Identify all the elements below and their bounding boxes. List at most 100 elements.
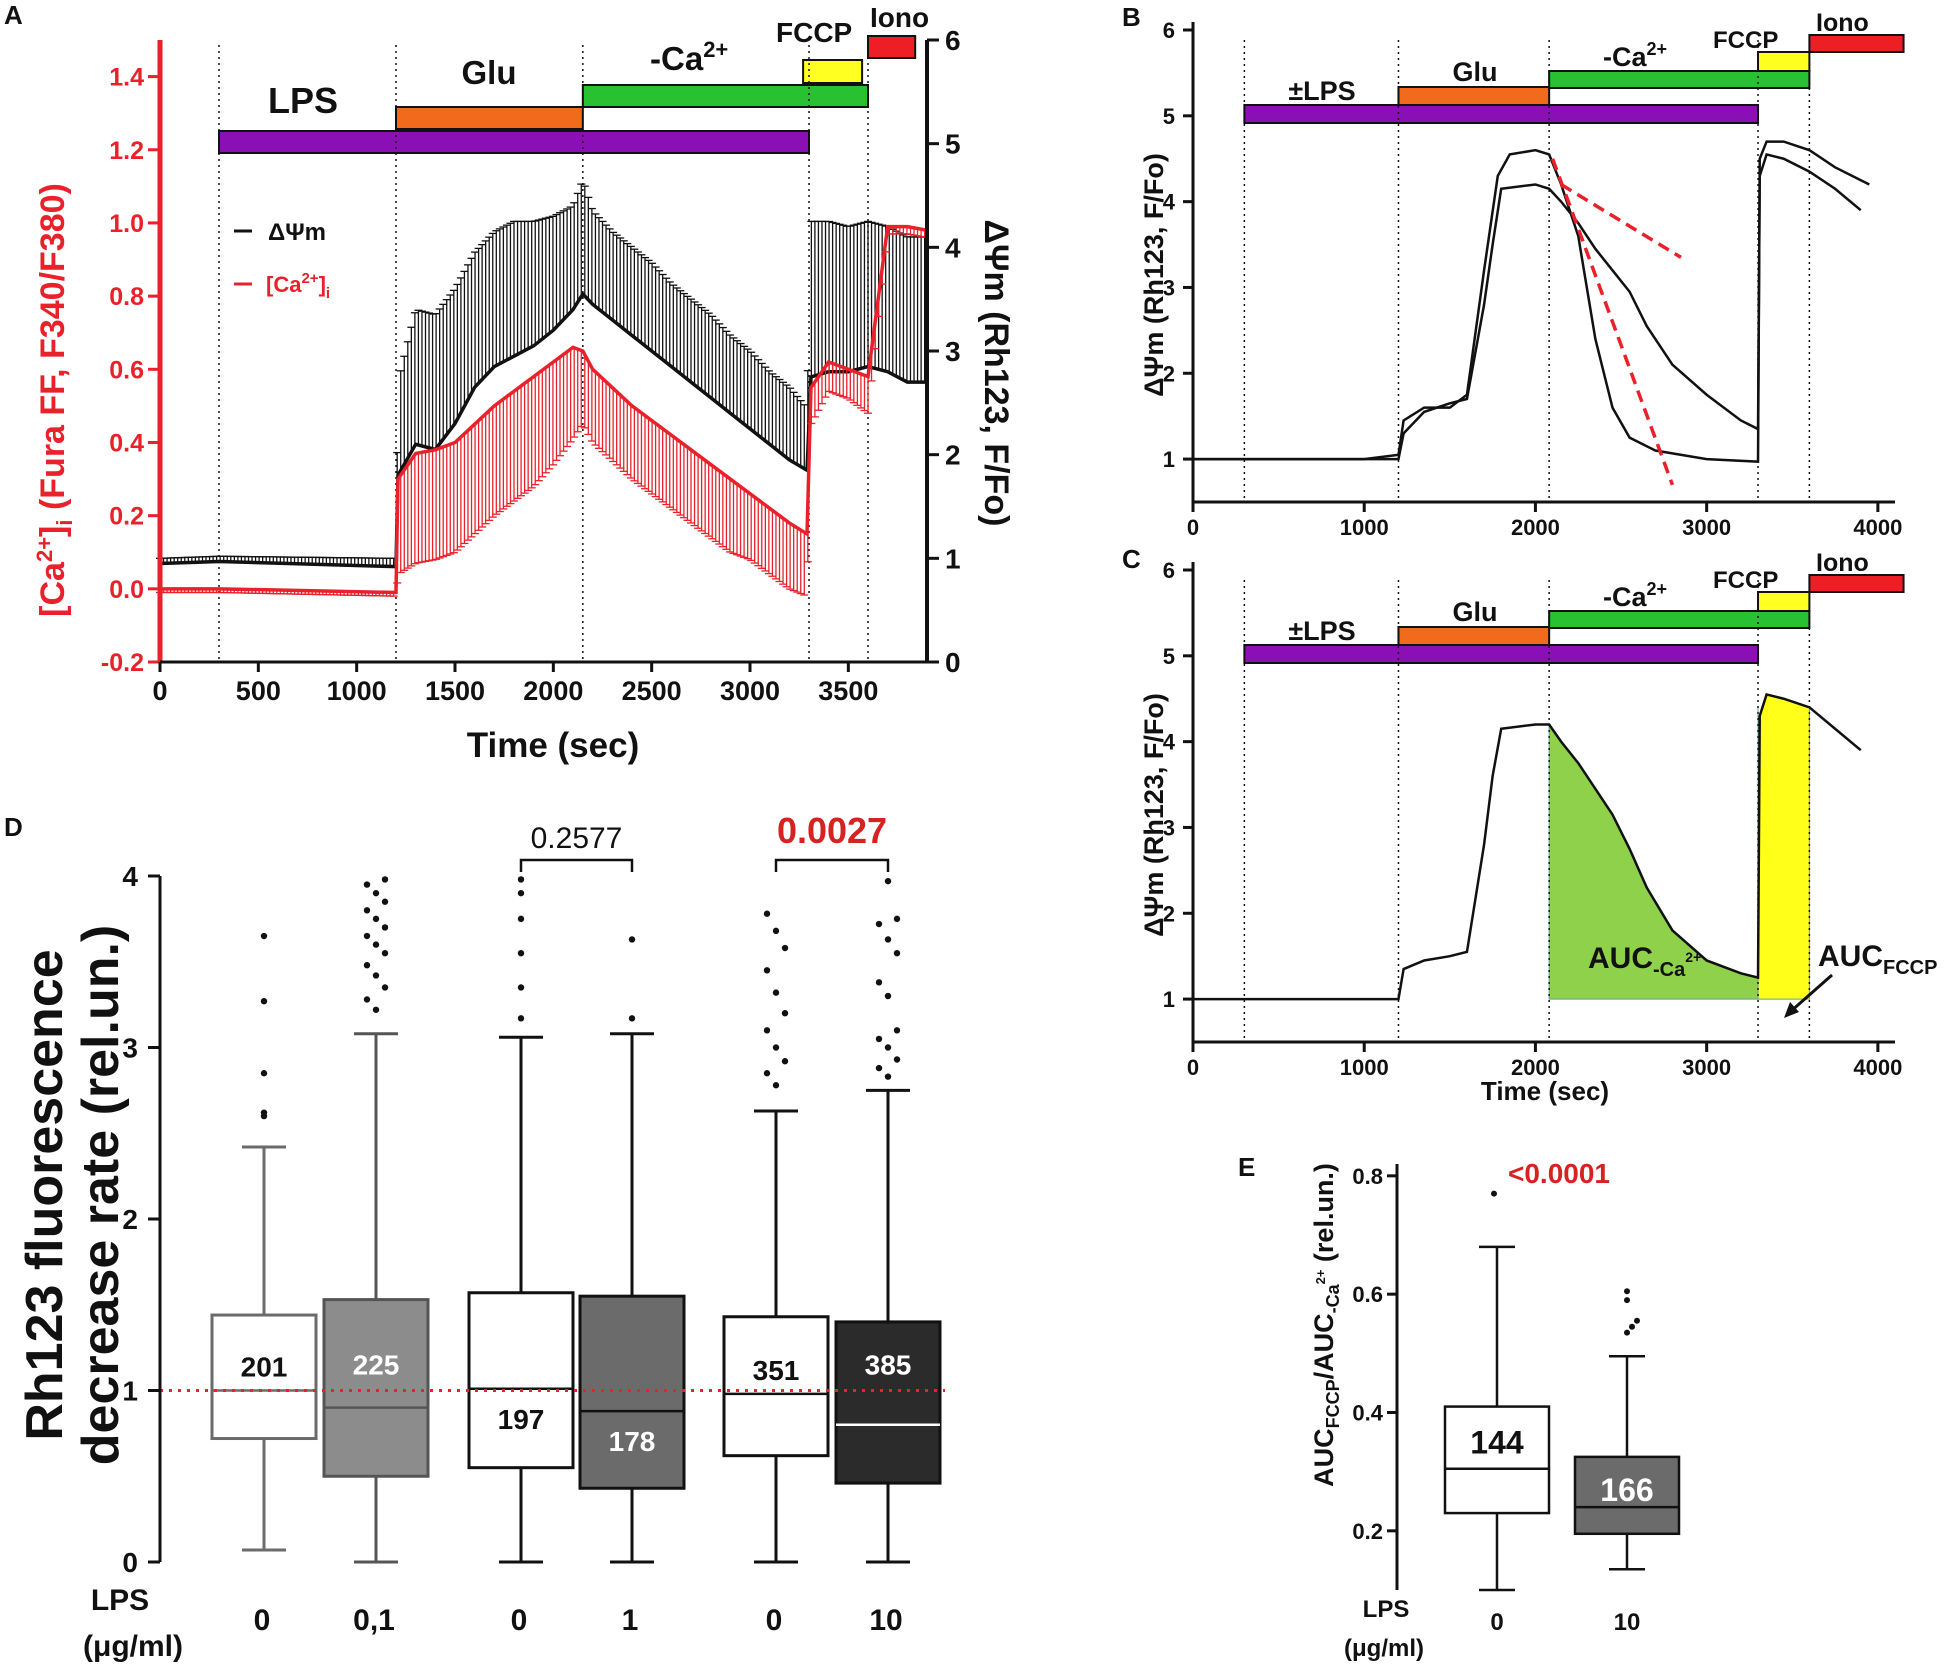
panel-a-left-tick-label: 1.2: [109, 137, 144, 165]
panel-a-right-tick-label: 5: [945, 129, 961, 160]
c-area-auc-ca: [1548, 707, 1759, 1000]
panel-d-outlier: [772, 1082, 780, 1089]
panel-e-x-tick-label: 10: [1614, 1609, 1641, 1636]
b-bar-glu: [1397, 86, 1551, 106]
panel-d-outlier: [781, 1058, 789, 1065]
c-bar-label-ca: -Ca2+: [1603, 579, 1667, 612]
panel-e-axes: 0.2 0.4 0.6 0.8: [1352, 1164, 1399, 1590]
panel-c: C ±LPS Glu -Ca2+ FCCP Iono 1 2 3 4 5 6 0 1000 2000 30…: [1122, 544, 1937, 1106]
c-x-tick-label: 2000: [1511, 1055, 1560, 1080]
panel-b: B ±LPS Glu -Ca2+ FCCP Iono 1 2 3 4 5 6 0 1000 2000 30…: [1122, 2, 1905, 540]
b-bar-label-ca: -Ca2+: [1603, 39, 1667, 72]
c-bar-fccp: [1757, 591, 1811, 612]
legend-label-dpsi: ΔΨm: [268, 219, 326, 246]
panel-a-left-tick-label: 0.0: [109, 576, 144, 604]
panel-a-x-tick-label: 3500: [818, 676, 878, 706]
panel-d-outlier: [884, 936, 892, 943]
panel-d-outlier: [372, 972, 380, 979]
panel-d-outlier: [372, 941, 380, 948]
panel-d-outlier: [884, 877, 892, 885]
b-y-tick-label: 3: [1163, 275, 1175, 300]
panel-b-axes: 1 2 3 4 5 6 0 1000 2000 3000 4000: [1163, 18, 1903, 540]
b-series-trace: [1193, 152, 1862, 461]
panel-d-comparison-p-value: 0.0027: [777, 810, 887, 851]
c-area-auc-fccp: [1757, 693, 1810, 1000]
panel-c-treatment-bars: ±LPS Glu -Ca2+ FCCP Iono: [1243, 549, 1905, 664]
b-x-tick-label: 2000: [1511, 515, 1560, 540]
panel-d-outlier: [875, 979, 883, 986]
panel-d-outlier: [260, 932, 268, 940]
b-y-tick-label: 4: [1163, 190, 1176, 215]
panel-d-outlier: [763, 1070, 771, 1077]
panel-a-series: [156, 183, 929, 597]
panel-d-outlier: [875, 1035, 883, 1043]
panel-d-outlier: [381, 949, 389, 957]
b-bar-ca: [1548, 70, 1811, 89]
panel-d-outlier: [517, 876, 525, 883]
panel-a-left-tick-label: 1.4: [109, 64, 144, 92]
panel-d-x-tick-label: 0: [254, 1604, 271, 1637]
b-y-tick-label: 2: [1163, 361, 1175, 386]
panel-a-x-tick-label: 2500: [622, 676, 682, 706]
panel-c-axes: 1 2 3 4 5 6 0 1000 2000 3000 4000: [1163, 558, 1903, 1080]
c-y-tick-label: 5: [1163, 644, 1175, 669]
panel-e-y-tick-label: 0.6: [1352, 1282, 1383, 1307]
panel-d-x-tick-label: 0: [511, 1604, 528, 1637]
panel-e-outlier: [1624, 1288, 1630, 1295]
c-y-tick-label: 3: [1163, 815, 1175, 840]
panel-d-y-tick-label: 3: [122, 1033, 138, 1064]
panel-d-outlier: [260, 997, 268, 1005]
panel-d-x-tick-label: 1: [622, 1604, 639, 1637]
panel-d-outlier: [763, 910, 771, 917]
panel-a-bar-fccp: [802, 59, 864, 84]
panel-d-n-label: 197: [498, 1404, 545, 1435]
c-bar-label-iono: Iono: [1816, 549, 1869, 577]
panel-d-outlier: [772, 927, 780, 935]
panel-d-outlier: [884, 1044, 892, 1051]
panel-a-x-tick-label: 1000: [327, 676, 387, 706]
panel-e-outlier: [1634, 1317, 1640, 1324]
panel-b-label: B: [1122, 2, 1141, 32]
panel-e-outlier: [1629, 1323, 1635, 1330]
panel-a-bar-label-ca: -Ca2+: [650, 37, 728, 77]
b-bar-label-fccp: FCCP: [1713, 27, 1778, 54]
panel-e-x-tick-label: 0: [1490, 1609, 1503, 1636]
panel-d-y-axis-title-line2: decrease rate (rel.un.): [72, 925, 130, 1465]
b-y-tick-label: 6: [1163, 18, 1175, 43]
c-bar-ca: [1548, 610, 1811, 629]
panel-d-outlier: [893, 1027, 901, 1034]
panel-e: E 144 0 166 10 0.2 0.4 0.6 0.8 AUCFCCP/AUC-Ca2…: [1238, 1152, 1681, 1662]
panel-d-outlier: [381, 984, 389, 991]
panel-d-outlier: [517, 949, 525, 957]
b-bar-label-iono: Iono: [1816, 9, 1869, 37]
panel-d-outlier: [875, 1064, 883, 1072]
panel-a-left-tick-label: 1.0: [109, 210, 144, 238]
panel-a-legend: ΔΨm [Ca2+]i: [234, 219, 330, 302]
panel-b-y-axis-title: ΔΨm (Rh123, F/Fo): [1139, 153, 1169, 397]
panel-a-series-line-ca: [160, 224, 928, 595]
panel-d-outlier: [381, 898, 389, 905]
panel-d-outlier: [772, 1044, 780, 1051]
panel-e-n-label: 144: [1470, 1425, 1524, 1461]
panel-e-y-tick-label: 0.4: [1352, 1401, 1383, 1426]
panel-a: A LPS Glu -Ca2+ FCCP Iono -0.2 0.0 0.2 0.4 0.6 0.…: [4, 0, 1015, 765]
panel-d-outlier: [363, 996, 371, 1003]
panel-d-box: [210, 1313, 318, 1441]
panel-a-label: A: [4, 0, 23, 30]
b-x-tick-label: 3000: [1682, 515, 1731, 540]
panel-d-outlier: [884, 992, 892, 1000]
panel-d-x-label-lps: LPS: [91, 1584, 149, 1617]
panel-d-y-tick-label: 1: [122, 1376, 138, 1407]
panel-d-n-label: 225: [353, 1350, 400, 1381]
c-bar-iono: [1808, 574, 1905, 593]
panel-d-box: [722, 1315, 830, 1458]
panel-e-p-value: <0.0001: [1508, 1158, 1610, 1189]
panel-d-outlier: [381, 876, 389, 883]
panel-d-x-tick-label: 0: [766, 1604, 783, 1637]
panel-a-bar-iono: [867, 35, 917, 59]
panel-d-comparison-bracket: [519, 858, 634, 872]
panel-a-bar-label-iono: Iono: [870, 2, 929, 33]
panel-a-left-tick-label: 0.2: [109, 503, 144, 531]
panel-d-n-label: 385: [865, 1350, 912, 1381]
